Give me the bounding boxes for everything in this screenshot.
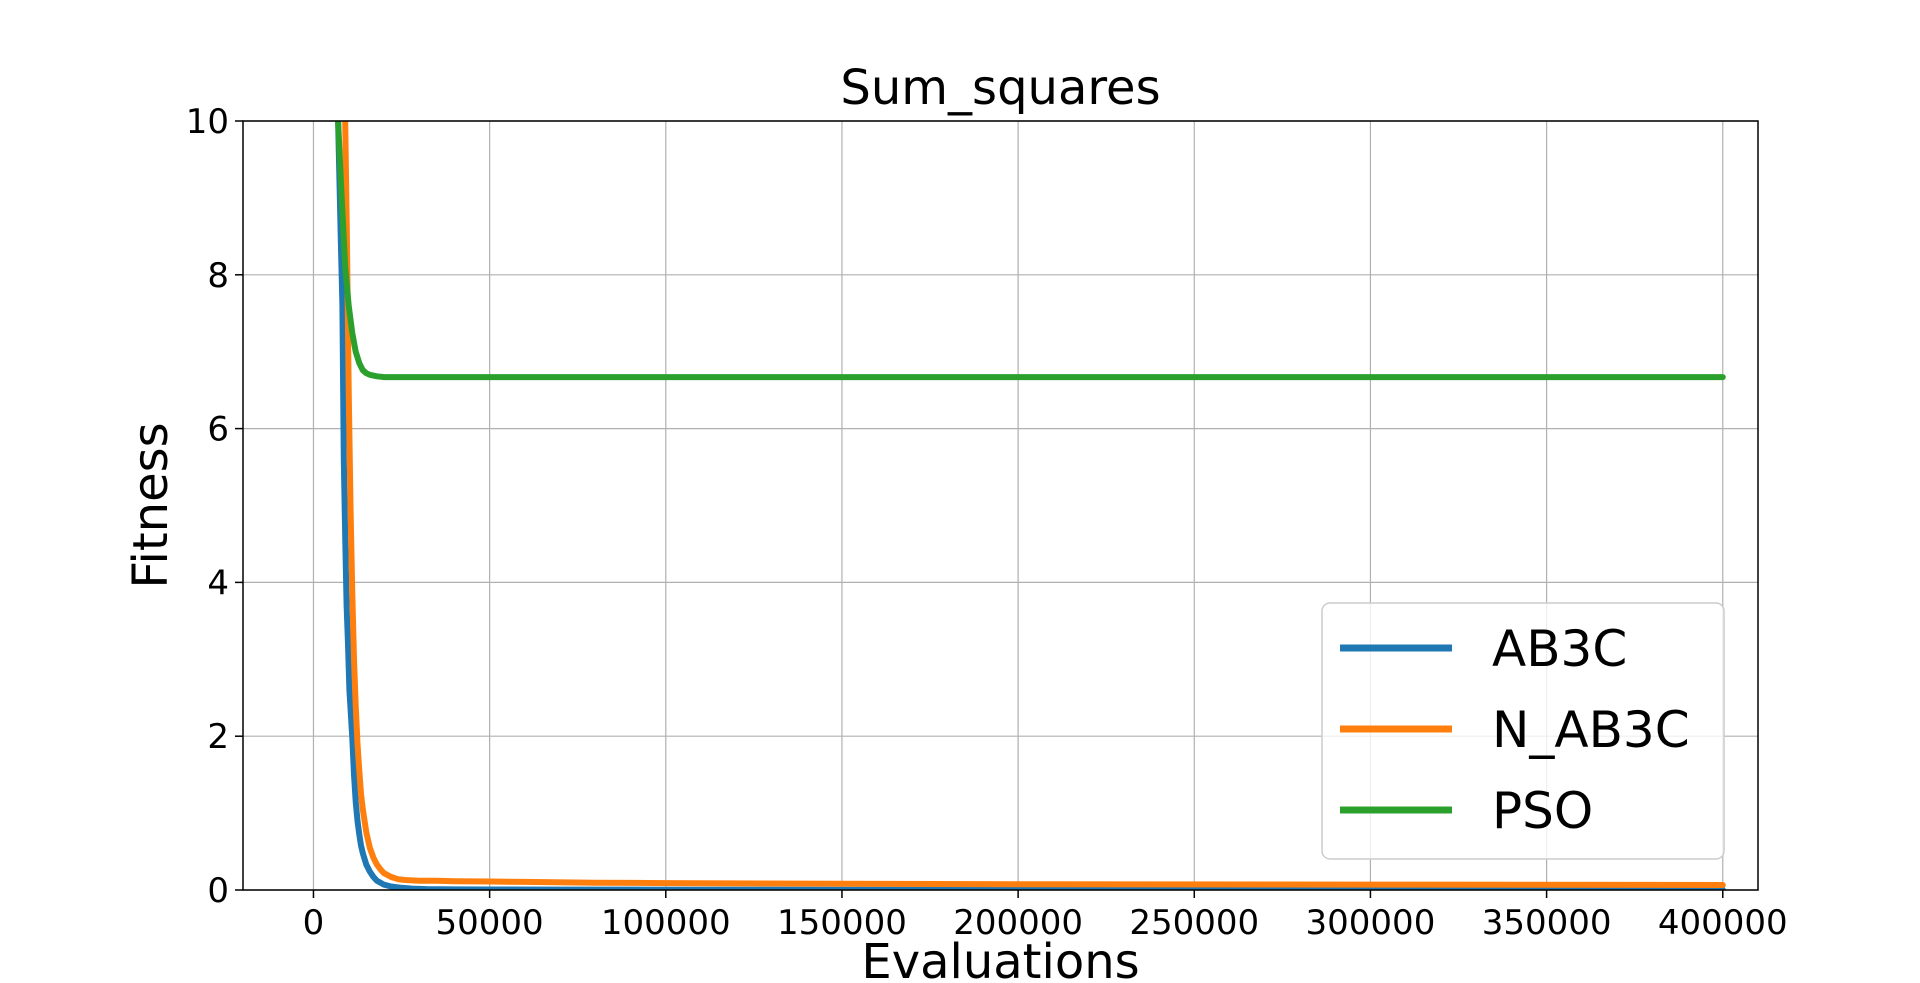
legend-label: N_AB3C: [1492, 701, 1690, 759]
y-tick-label: 2: [207, 717, 229, 757]
x-tick-label: 150000: [777, 903, 907, 943]
legend-label: AB3C: [1492, 620, 1627, 678]
y-tick-label: 10: [186, 102, 229, 142]
y-tick-label: 8: [207, 256, 229, 296]
series-line-pso: [335, 121, 1726, 381]
x-tick-label: 200000: [953, 903, 1083, 943]
x-tick-label: 250000: [1129, 903, 1259, 943]
legend: AB3C N_AB3C PSO: [1321, 602, 1725, 860]
x-tick-label: 300000: [1306, 903, 1436, 943]
x-tick-label: 50000: [436, 903, 544, 943]
x-axis-label: Evaluations: [861, 934, 1139, 983]
legend-label: PSO: [1492, 782, 1593, 840]
plot-area-frame: [242, 120, 1759, 891]
series-line-n-ab3c: [342, 121, 1726, 888]
x-tick-label: 350000: [1482, 903, 1612, 943]
y-tick-label: 6: [207, 410, 229, 450]
legend-box: [1321, 602, 1725, 860]
y-tick-label: 4: [207, 563, 229, 603]
y-tick-label: 0: [207, 871, 229, 911]
x-tick-label: 0: [303, 903, 325, 943]
legend-items: AB3C N_AB3C PSO: [1340, 620, 1690, 840]
x-tick-label: 100000: [601, 903, 731, 943]
x-tick-label: 400000: [1658, 903, 1788, 943]
y-axis-ticks: 0 2 4 6 8 10: [186, 102, 243, 911]
y-axis-label: Fitness: [123, 422, 179, 588]
x-axis-ticks: 0 50000 100000 150000 200000 250000 300000 3500…: [303, 890, 1788, 943]
chart-title: Sum_squares: [840, 60, 1160, 116]
